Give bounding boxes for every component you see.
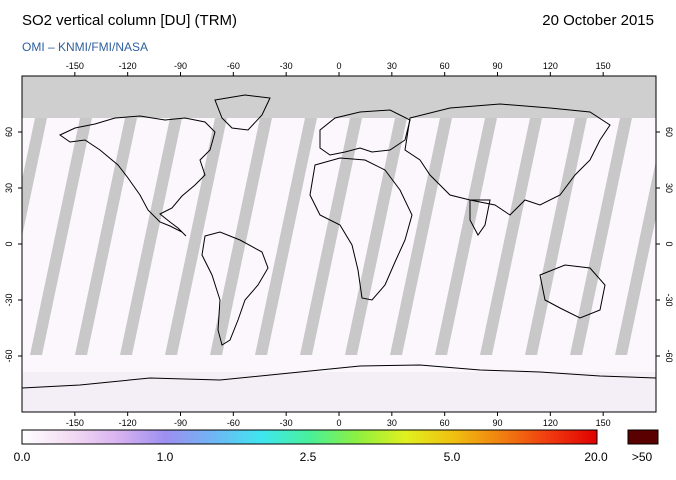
map-background — [22, 76, 656, 412]
orbit-gaps — [22, 118, 656, 355]
orbit-gap-swath — [480, 118, 542, 355]
lon-label-top: -30 — [280, 61, 293, 71]
orbit-gap-swath — [570, 118, 632, 355]
lat-label-left: 30 — [4, 183, 14, 193]
lon-label-top: 150 — [596, 61, 611, 71]
orbit-gap-swath — [255, 118, 317, 355]
colorbar-label-4: 20.0 — [584, 450, 608, 464]
lon-label-bottom: -120 — [119, 418, 137, 428]
orbit-gap-swath — [390, 118, 452, 355]
lon-label-bottom: 0 — [336, 418, 341, 428]
coastline-south-america — [201, 231, 269, 346]
lon-label-bottom: -30 — [280, 418, 293, 428]
map-date: 20 October 2015 — [542, 12, 654, 29]
orbit-gap-swath — [75, 118, 137, 355]
lon-label-top: -120 — [119, 61, 137, 71]
colorbar-label-max: >50 — [631, 450, 653, 464]
lat-label-right: 60 — [664, 127, 674, 137]
lon-label-bottom: -90 — [174, 418, 187, 428]
lat-label-right: -60 — [664, 349, 674, 362]
lat-label-left: -60 — [4, 349, 14, 362]
lat-label-left: 0 — [4, 241, 14, 246]
lat-label-right: 30 — [664, 183, 674, 193]
colorbar-label-1: 1.0 — [156, 450, 174, 464]
orbit-gap-swath — [525, 118, 587, 355]
coastline-europe — [319, 109, 411, 156]
lon-label-top: 60 — [440, 61, 450, 71]
lat-label-left: 60 — [4, 127, 14, 137]
coastline-australia — [539, 264, 606, 319]
coastline-antarctica — [22, 364, 656, 389]
orbit-gap-swath — [120, 118, 182, 355]
polar-night-north — [22, 76, 656, 118]
lon-label-bottom: -60 — [227, 418, 240, 428]
axis-ticks: -150 -150 -120 -120 -90 -90 -60 -60 -30 -30 0 0 30 30… — [4, 61, 674, 428]
orbit-gap-swath — [22, 118, 47, 237]
colorbar — [21, 429, 598, 445]
colorbar-label-3: 5.0 — [443, 450, 461, 464]
lon-label-top: 0 — [336, 61, 341, 71]
colorbar-max-swatch — [627, 429, 659, 445]
coastline-north-america — [59, 115, 216, 237]
coastline-asia — [404, 103, 611, 216]
lat-label-right: -30 — [664, 293, 674, 306]
lon-label-bottom: 150 — [596, 418, 611, 428]
orbit-gap-swath — [210, 118, 272, 355]
lat-label-right: 0 — [664, 241, 674, 246]
lon-label-top: -90 — [174, 61, 187, 71]
colorbar-label-0: 0.0 — [13, 450, 31, 464]
lon-label-bottom: -150 — [66, 418, 84, 428]
orbit-gap-swath — [435, 118, 497, 355]
lon-label-top: -60 — [227, 61, 240, 71]
lon-label-top: 120 — [543, 61, 558, 71]
coastlines — [22, 94, 656, 389]
map-credit: OMI – KNMI/FMI/NASA — [22, 40, 149, 54]
lon-label-bottom: 90 — [492, 418, 502, 428]
orbit-gap-swath — [615, 160, 656, 355]
lon-label-top: 30 — [387, 61, 397, 71]
polar-night-south — [22, 372, 656, 412]
lon-label-bottom: 30 — [387, 418, 397, 428]
orbit-gap-swath — [165, 118, 227, 355]
lat-label-left: -30 — [4, 293, 14, 306]
coastline-africa — [309, 157, 413, 301]
colorbar-label-2: 2.5 — [299, 450, 317, 464]
coastline-greenland — [214, 94, 271, 131]
lon-label-bottom: 120 — [543, 418, 558, 428]
lon-label-top: -150 — [66, 61, 84, 71]
map-title: SO2 vertical column [DU] (TRM) — [22, 12, 238, 29]
lon-label-top: 90 — [492, 61, 502, 71]
lon-label-bottom: 60 — [440, 418, 450, 428]
orbit-gap-swath — [30, 118, 92, 355]
orbit-gap-swath — [345, 118, 407, 355]
coastline-india — [469, 199, 491, 236]
orbit-gap-swath — [300, 118, 362, 355]
